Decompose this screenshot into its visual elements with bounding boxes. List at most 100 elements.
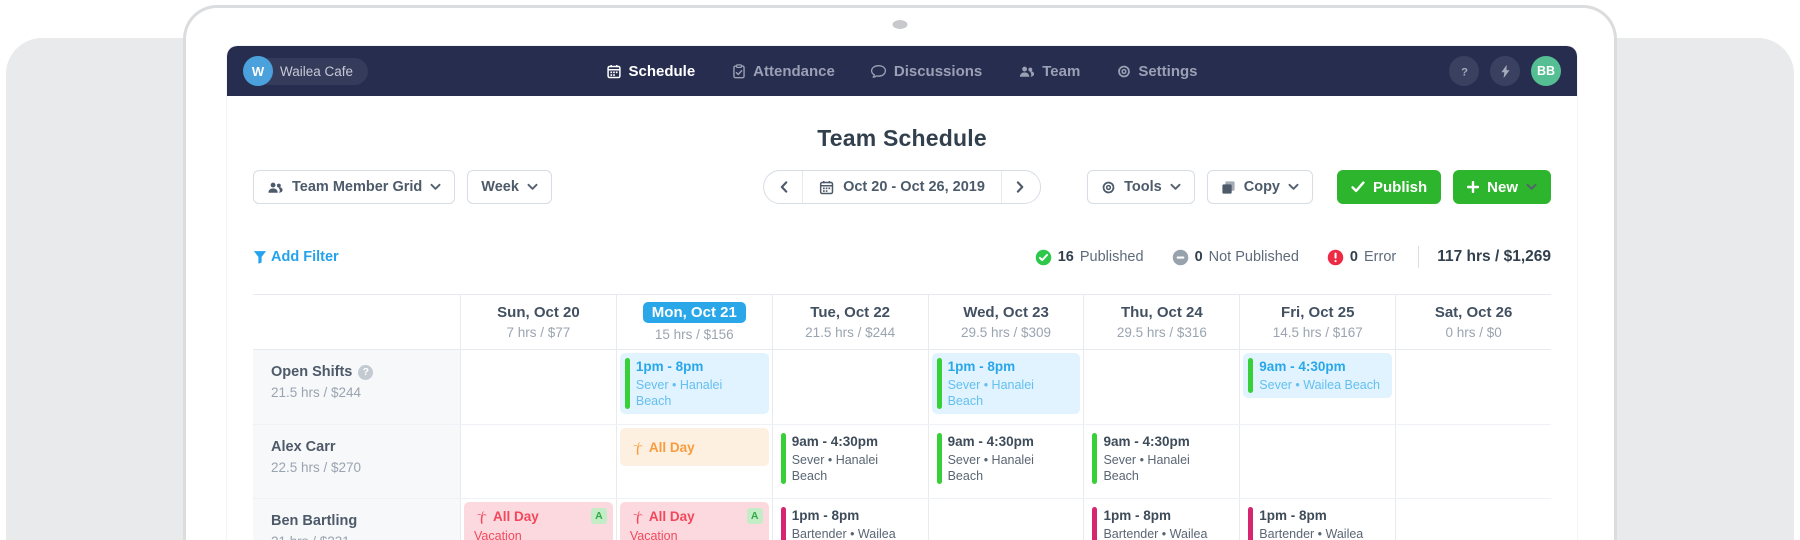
view-selector-label: Team Member Grid [292,179,423,195]
nav-item-schedule[interactable]: Schedule [606,63,695,80]
copy-label: Copy [1243,179,1280,195]
shift-detail: Sever • Hanalei Beach [947,452,1034,484]
period-selector-label: Week [481,179,519,195]
schedule-cell[interactable] [1083,350,1239,424]
schedule-cell[interactable] [771,350,928,424]
shift-detail: Sever • Wailea Beach [1259,377,1380,392]
error-count: 0 [1349,249,1358,265]
nav-item-attendance[interactable]: Attendance [731,63,835,80]
shift-detail: Bartender • Wailea Beach [1259,526,1364,540]
approved-badge: A [746,508,763,524]
schedule-cell[interactable]: All Day [615,425,772,498]
shift-card[interactable]: 1pm - 8pm Sever • Hanalei Beach [931,353,1081,415]
quick-actions-button[interactable] [1490,56,1520,86]
copy-button[interactable]: Copy [1206,170,1313,204]
shift-card[interactable]: 1pm - 8pm Bartender • Wailea Beach [1243,502,1392,540]
new-label: New [1487,178,1518,196]
shift-card[interactable]: 9am - 4:30pm Sever • Hanalei Beach [1087,428,1236,489]
navbar-menu: Schedule Attendance Discussions Team Setting… [606,46,1198,96]
day-stats: 7 hrs / $77 [506,325,571,340]
schedule-cell[interactable]: All Day Vacation A [615,499,772,540]
nav-item-team[interactable]: Team [1018,63,1080,80]
grid-corner-cell [253,295,460,349]
shift-color-bar [780,433,786,485]
chevron-down-icon [1170,183,1181,191]
day-header-mon[interactable]: Mon, Oct 21 15 hrs / $156 [615,295,772,349]
plus-icon [1467,181,1480,193]
nav-item-discussions[interactable]: Discussions [871,63,982,80]
day-header-wed[interactable]: Wed, Oct 23 29.5 hrs / $309 [927,295,1084,349]
timeoff-card[interactable]: All Day Vacation A [464,502,613,540]
chevron-down-icon [1288,183,1299,191]
shift-card[interactable]: 1pm - 8pm Bartender • Wailea Beach [1087,502,1236,540]
schedule-page: Team Schedule Team Member Grid Week [227,96,1577,540]
publish-button[interactable]: Publish [1336,170,1442,204]
date-range-button[interactable]: Oct 20 - Oct 26, 2019 [803,171,1001,203]
help-button[interactable]: ? [1449,56,1479,86]
schedule-cell[interactable]: 1pm - 8pm Bartender • Wailea Beach [771,499,928,540]
day-header-fri[interactable]: Fri, Oct 25 14.5 hrs / $167 [1239,295,1395,349]
shift-time: 1pm - 8pm [1103,508,1171,523]
row-name-cell[interactable]: Alex Carr 22.5 hrs / $270 [253,425,460,498]
schedule-cell[interactable] [460,425,616,498]
day-stats: 15 hrs / $156 [654,327,734,342]
tools-label: Tools [1124,179,1162,195]
timeoff-card[interactable]: All Day [619,428,769,466]
shift-card[interactable]: 1pm - 8pm Sever • Hanalei Beach [619,353,769,415]
schedule-cell[interactable]: 1pm - 8pm Bartender • Wailea Beach [1083,499,1239,540]
error-status: 0 Error [1327,249,1396,266]
prev-week-button[interactable] [764,171,804,203]
toolbar-right: Tools Copy Publish New [1087,170,1551,204]
row-name-cell[interactable]: Open Shifts? 21.5 hrs / $244 [253,350,460,424]
shift-time: 1pm - 8pm [947,359,1016,374]
people-icon [267,181,284,194]
schedule-row-ben-bartling: Ben Bartling 21 hrs / $231 All Day Vacation… [253,498,1551,540]
schedule-cell[interactable]: 9am - 4:30pm Sever • Wailea Beach [1239,350,1395,424]
next-week-button[interactable] [1000,171,1040,203]
user-avatar[interactable]: BB [1531,56,1561,86]
shift-card[interactable]: 9am - 4:30pm Sever • Wailea Beach [1243,353,1393,399]
new-button[interactable]: New [1453,170,1551,204]
schedule-cell[interactable]: 1pm - 8pm Sever • Hanalei Beach [615,350,772,424]
timeoff-card[interactable]: All Day Vacation A [619,502,769,540]
day-header-tue[interactable]: Tue, Oct 22 21.5 hrs / $244 [771,295,928,349]
view-selector-button[interactable]: Team Member Grid [253,170,456,204]
schedule-grid: Sun, Oct 20 7 hrs / $77 Mon, Oct 21 15 hrs … [253,294,1551,540]
schedule-cell[interactable]: All Day Vacation A [460,499,616,540]
day-label: Wed, Oct 23 [963,304,1049,321]
day-stats: 0 hrs / $0 [1445,325,1502,340]
minus-circle-icon [1172,249,1189,266]
schedule-cell[interactable] [1239,425,1395,498]
add-filter-button[interactable]: Add Filter [253,249,339,265]
toolbar: Team Member Grid Week Oct 20 - Oct 26, 2… [253,170,1551,204]
shift-card[interactable]: 9am - 4:30pm Sever • Hanalei Beach [932,428,1081,489]
day-header-sat[interactable]: Sat, Oct 26 0 hrs / $0 [1395,295,1551,349]
schedule-cell[interactable]: 9am - 4:30pm Sever • Hanalei Beach [771,425,928,498]
nav-item-settings[interactable]: Settings [1116,63,1198,80]
schedule-cell[interactable]: 1pm - 8pm Sever • Hanalei Beach [927,350,1084,424]
day-label: Mon, Oct 21 [642,302,746,323]
schedule-cell[interactable]: 9am - 4:30pm Sever • Hanalei Beach [927,425,1084,498]
not-published-label: Not Published [1208,249,1299,265]
row-name-cell[interactable]: Ben Bartling 21 hrs / $231 [253,499,460,540]
schedule-cell[interactable] [1395,499,1551,540]
schedule-cell[interactable] [460,350,616,424]
nav-item-label: Schedule [628,62,696,80]
timeoff-type: Vacation [629,528,678,540]
period-selector-button[interactable]: Week [467,170,552,204]
schedule-cell[interactable] [1395,350,1551,424]
shift-detail: Sever • Hanalei Beach [1103,452,1190,484]
tools-button[interactable]: Tools [1087,170,1195,204]
workspace-switcher[interactable]: W Wailea Cafe [243,56,369,86]
shift-card[interactable]: 1pm - 8pm Bartender • Wailea Beach [776,502,925,540]
schedule-cell[interactable] [1395,425,1551,498]
status-divider [1418,246,1420,268]
day-label: Sun, Oct 20 [497,304,580,321]
schedule-cell[interactable]: 1pm - 8pm Bartender • Wailea Beach [1239,499,1395,540]
schedule-cell[interactable] [927,499,1084,540]
day-header-thu[interactable]: Thu, Oct 24 29.5 hrs / $316 [1083,295,1239,349]
shift-color-bar [936,433,942,485]
day-header-sun[interactable]: Sun, Oct 20 7 hrs / $77 [460,295,616,349]
schedule-cell[interactable]: 9am - 4:30pm Sever • Hanalei Beach [1083,425,1239,498]
shift-card[interactable]: 9am - 4:30pm Sever • Hanalei Beach [776,428,925,489]
